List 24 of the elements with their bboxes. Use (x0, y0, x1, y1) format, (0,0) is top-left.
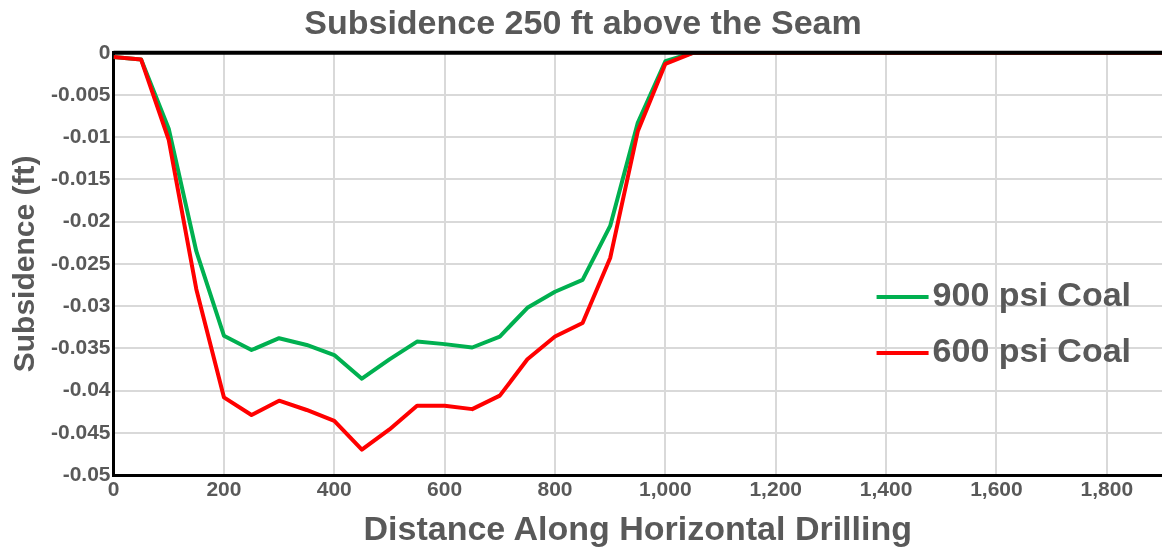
y-tick-label: -0.02 (62, 208, 111, 232)
chart-title: Subsidence 250 ft above the Seam (304, 2, 862, 41)
legend-label: 900 psi Coal (932, 275, 1131, 314)
y-tick-label: 0 (98, 39, 111, 63)
x-tick-label: 1,400 (859, 477, 913, 501)
y-tick-label: -0.01 (62, 124, 111, 148)
x-axis-title: Distance Along Horizontal Drilling (363, 508, 912, 547)
y-tick-label: -0.045 (51, 419, 111, 443)
x-tick-label: 200 (206, 477, 242, 501)
x-tick-label: 1,600 (970, 477, 1023, 501)
y-axis-title: Subsidence (ft) (7, 155, 41, 373)
y-tick-label: -0.035 (51, 335, 111, 359)
x-tick-label: 1,000 (639, 477, 692, 501)
y-tick-label: -0.005 (51, 81, 111, 105)
x-tick-label: 1,200 (749, 477, 803, 501)
y-tick-label: -0.04 (62, 377, 111, 401)
x-tick-label: 600 (427, 477, 463, 501)
y-tick-label: -0.025 (51, 250, 111, 274)
y-tick-label: -0.015 (51, 166, 111, 190)
x-tick-label: 800 (537, 477, 573, 501)
x-tick-label: 400 (316, 477, 352, 501)
x-tick-label: 1,800 (1080, 477, 1134, 501)
legend-label: 600 psi Coal (932, 331, 1131, 370)
y-tick-label: -0.03 (62, 292, 111, 316)
